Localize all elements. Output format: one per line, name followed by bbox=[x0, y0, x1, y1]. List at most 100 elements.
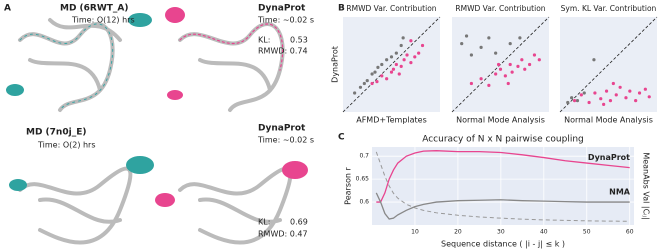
point bbox=[520, 58, 524, 62]
chart-title: Accuracy of N x N pairwise coupling bbox=[422, 135, 584, 145]
x-tick-label: 40 bbox=[540, 229, 548, 236]
point bbox=[469, 81, 473, 86]
point bbox=[370, 81, 374, 86]
point bbox=[353, 91, 357, 95]
point bbox=[624, 96, 628, 100]
point bbox=[394, 51, 398, 55]
point bbox=[487, 83, 491, 87]
point bbox=[637, 91, 642, 95]
point bbox=[469, 53, 473, 57]
method: DynaProt bbox=[258, 4, 306, 14]
point bbox=[460, 42, 464, 46]
point bbox=[518, 36, 522, 40]
x-tick-label: 50 bbox=[583, 229, 591, 236]
point bbox=[628, 89, 632, 93]
x-tick-label: 30 bbox=[497, 229, 505, 236]
x-tick-label: 10 bbox=[411, 229, 419, 236]
point bbox=[417, 51, 421, 55]
chart-title: RMWD Var. Contribution bbox=[455, 4, 545, 13]
line bbox=[375, 192, 630, 220]
point bbox=[464, 34, 469, 38]
kl-label: KL: bbox=[258, 218, 270, 227]
point bbox=[608, 99, 613, 103]
structure-art bbox=[6, 7, 308, 245]
ribbon bbox=[18, 18, 122, 112]
point bbox=[599, 97, 603, 101]
point bbox=[494, 72, 498, 76]
blob bbox=[6, 84, 24, 96]
point bbox=[479, 45, 483, 50]
blob bbox=[126, 156, 154, 174]
point bbox=[413, 55, 417, 59]
rmwd: RMWD: 0.47 bbox=[258, 230, 308, 239]
y-axis-label: Pearson r bbox=[344, 166, 353, 204]
point bbox=[614, 93, 618, 97]
x-axis-label: Normal Mode Analysis bbox=[456, 116, 545, 125]
blob bbox=[282, 161, 308, 179]
point bbox=[566, 100, 570, 105]
point bbox=[510, 70, 514, 74]
method: MD (7n0j_E) bbox=[26, 128, 86, 138]
point bbox=[394, 62, 398, 67]
point bbox=[570, 96, 574, 100]
ribbon bbox=[18, 166, 133, 245]
method: DynaProt bbox=[258, 124, 306, 134]
point bbox=[397, 72, 401, 76]
point bbox=[380, 62, 384, 67]
time: Time: ~0.02 s bbox=[257, 136, 314, 145]
point bbox=[389, 55, 394, 59]
time: Time: ~0.02 s bbox=[257, 16, 314, 25]
point bbox=[582, 91, 586, 95]
point bbox=[402, 58, 406, 62]
blob bbox=[167, 90, 183, 100]
chart-title: Sym. KL Var. Contribution bbox=[561, 4, 657, 13]
point bbox=[479, 77, 483, 81]
x-axis-label: AFMD+Templates bbox=[356, 116, 427, 125]
panel-label: A bbox=[4, 4, 11, 14]
line bbox=[375, 151, 630, 222]
point bbox=[587, 100, 591, 105]
blob bbox=[165, 7, 185, 23]
blob bbox=[9, 179, 27, 191]
point bbox=[618, 85, 622, 89]
method: MD (6RWT_A) bbox=[60, 4, 129, 14]
x-axis-label: Sequence distance ( |i - j| ≤ k ) bbox=[441, 240, 565, 249]
point bbox=[537, 58, 541, 62]
point bbox=[409, 61, 413, 65]
diagonal bbox=[451, 16, 550, 113]
time: Time: O(12) hrs bbox=[71, 16, 135, 25]
point bbox=[487, 36, 491, 40]
point bbox=[385, 58, 389, 62]
time: Time: O(2) hrs bbox=[37, 141, 96, 150]
point bbox=[508, 62, 512, 67]
point bbox=[385, 77, 389, 81]
point bbox=[380, 74, 384, 78]
point bbox=[401, 36, 405, 40]
point bbox=[373, 70, 377, 74]
point bbox=[634, 99, 638, 103]
point bbox=[370, 72, 374, 76]
blob bbox=[128, 13, 152, 27]
chart-title: RMWD Var. Contribution bbox=[346, 4, 436, 13]
series-label: DynaProt bbox=[588, 153, 630, 162]
point bbox=[523, 67, 527, 71]
point bbox=[405, 53, 409, 57]
x-tick-label: 60 bbox=[626, 229, 634, 236]
blob bbox=[155, 193, 175, 207]
point bbox=[602, 102, 606, 106]
diagonal bbox=[559, 16, 658, 113]
point bbox=[604, 89, 609, 93]
point bbox=[575, 99, 580, 103]
point bbox=[593, 91, 597, 95]
point bbox=[375, 80, 379, 84]
point bbox=[399, 43, 403, 48]
point bbox=[528, 62, 532, 67]
point bbox=[362, 81, 366, 86]
point bbox=[592, 58, 596, 62]
kl: 0.53 bbox=[290, 36, 308, 45]
x-axis-label: Normal Mode Analysis bbox=[564, 116, 653, 125]
y-tick-label: 0.7 bbox=[359, 153, 369, 160]
panel-label: C bbox=[338, 133, 345, 143]
